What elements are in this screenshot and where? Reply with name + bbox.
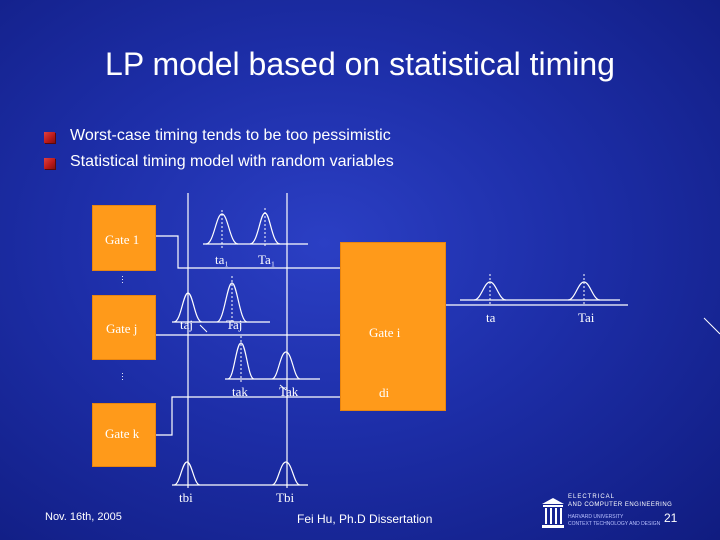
ellipsis-lower: · · · [121, 368, 124, 384]
bullet-square-icon [44, 132, 55, 143]
footer-date: Nov. 16th, 2005 [45, 511, 122, 523]
gate-k-label: Gate k [105, 426, 140, 441]
curve-Tak [271, 351, 301, 380]
gate-j-box: Gate j [92, 295, 156, 360]
curve-tbi [173, 461, 201, 486]
label-ta: ta [486, 310, 496, 325]
curve-Tbi [271, 461, 301, 486]
university-logo: ELECTRICAL AND COMPUTER ENGINEERING HARV… [540, 494, 700, 534]
label-di: di [379, 385, 390, 400]
curve-tak [227, 342, 255, 380]
label-Tbi: Tbi [276, 490, 295, 505]
wire-gatek [155, 396, 340, 436]
wire-gate1 [155, 235, 340, 269]
label-Tai: Tai [578, 310, 595, 325]
logo-line-2: AND COMPUTER ENGINEERING [568, 502, 673, 508]
slide-title: LP model based on statistical timing [105, 46, 615, 82]
logo-line-1: ELECTRICAL [568, 494, 616, 500]
gate-1-label: Gate 1 [105, 232, 140, 247]
label-Taj: Taj [226, 317, 243, 332]
building-icon [542, 498, 564, 528]
gate-1-box: Gate 1 [92, 205, 156, 271]
footer-author: Fei Hu, Ph.D Dissertation [297, 512, 433, 526]
curve-Taj [216, 282, 248, 323]
bullet-text: Statistical timing model with random var… [70, 153, 394, 170]
bullet-text: Worst-case timing tends to be too pessim… [70, 127, 391, 144]
logo-line-3: HARVARD UNIVERSITY [568, 514, 624, 520]
footer-page-number: 21 [664, 511, 678, 525]
label-ta1: ta₁ [215, 252, 229, 267]
gate-i-box: Gate i [340, 242, 446, 411]
gate-j-label: Gate j [106, 321, 138, 336]
gate-k-box: Gate k [92, 403, 156, 467]
label-Ta1: Ta₁ [258, 252, 276, 267]
gate-i-label: Gate i [369, 325, 401, 340]
label-tbi: tbi [179, 490, 193, 505]
label-Tak: Tak [279, 384, 299, 399]
bullet-square-icon [44, 158, 55, 169]
logo-line-4: CONTEXT TECHNOLOGY AND DESIGN [568, 521, 661, 527]
ellipsis-upper: · · · [121, 271, 124, 287]
label-tak: tak [232, 384, 248, 399]
label-taj: taj [180, 317, 193, 332]
